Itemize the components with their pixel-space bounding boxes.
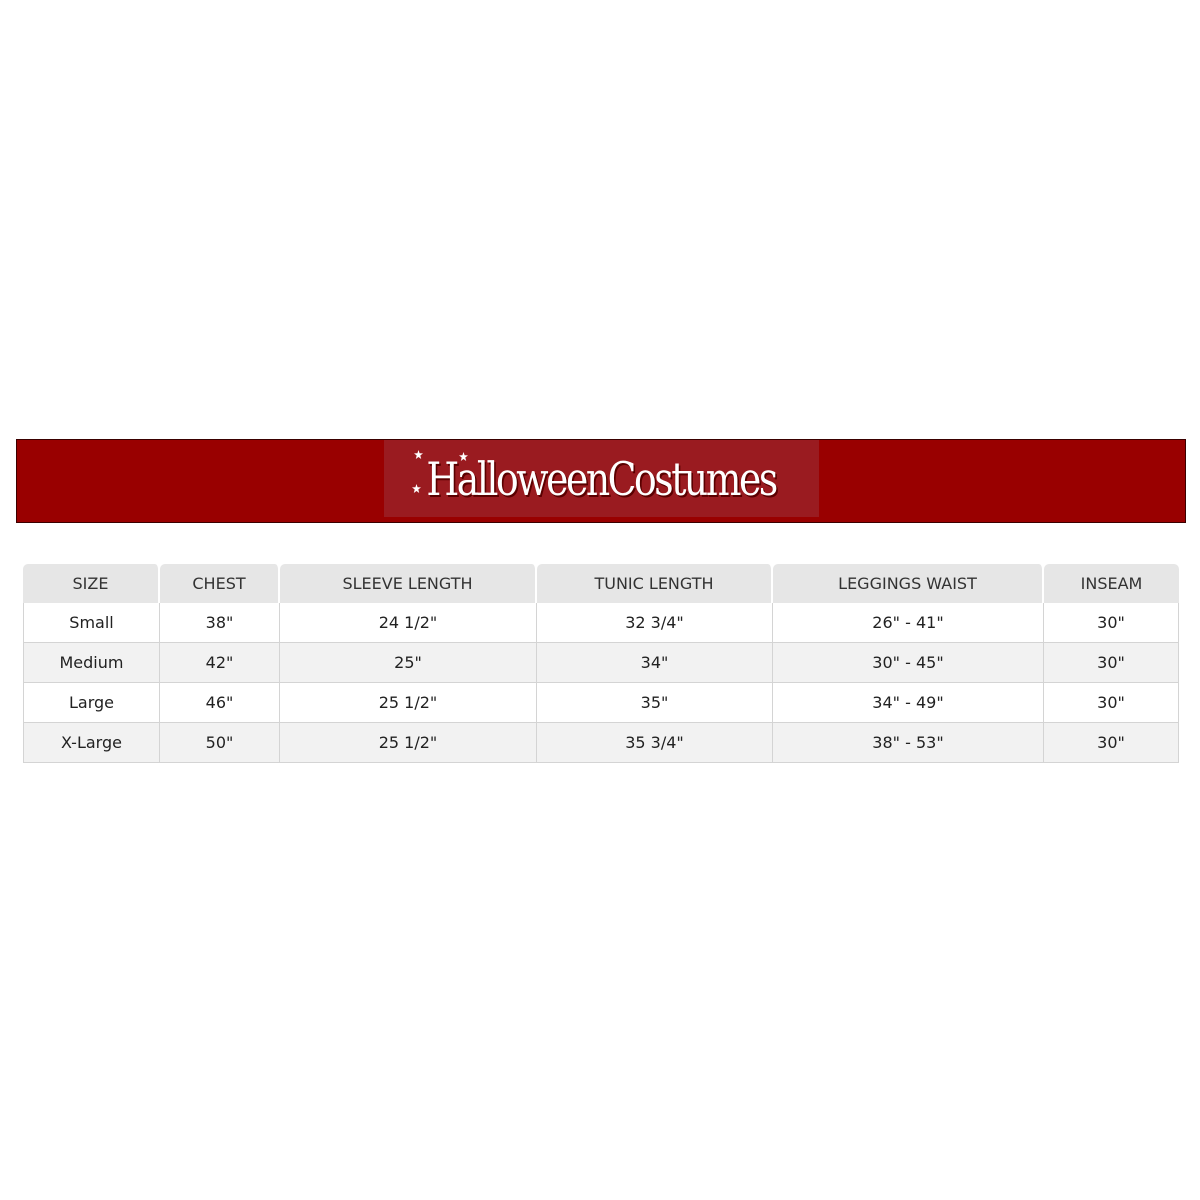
table-cell: 46" xyxy=(160,683,280,723)
brand-banner: HalloweenCostumes xyxy=(16,439,1186,523)
table-row: Medium 42" 25" 34" 30" - 45" 30" xyxy=(23,643,1179,683)
column-header: TUNIC LENGTH xyxy=(537,564,773,603)
star-icon xyxy=(459,452,468,461)
table-cell: 50" xyxy=(160,723,280,763)
table-cell: 30" xyxy=(1044,643,1179,683)
brand-logo: HalloweenCostumes xyxy=(384,440,819,517)
column-header: CHEST xyxy=(160,564,280,603)
size-chart-table: SIZE CHEST SLEEVE LENGTH TUNIC LENGTH LEGGIN… xyxy=(23,564,1179,763)
table-cell: 30" - 45" xyxy=(773,643,1044,683)
table-cell: 25 1/2" xyxy=(280,683,537,723)
header-row: SIZE CHEST SLEEVE LENGTH TUNIC LENGTH LEGGIN… xyxy=(23,564,1179,603)
table-row: Small 38" 24 1/2" 32 3/4" 26" - 41" 30" xyxy=(23,603,1179,643)
table-cell: 32 3/4" xyxy=(537,603,773,643)
table-cell: 42" xyxy=(160,643,280,683)
table-cell: 30" xyxy=(1044,683,1179,723)
logo-text: HalloweenCostumes xyxy=(426,451,779,506)
table-cell: 35 3/4" xyxy=(537,723,773,763)
star-icon xyxy=(414,450,423,459)
table-cell: Large xyxy=(23,683,160,723)
table-cell: 38" xyxy=(160,603,280,643)
table-cell: X-Large xyxy=(23,723,160,763)
column-header: SIZE xyxy=(23,564,160,603)
table-row: X-Large 50" 25 1/2" 35 3/4" 38" - 53" 30" xyxy=(23,723,1179,763)
star-icon xyxy=(412,484,421,493)
table-cell: 34" xyxy=(537,643,773,683)
table-cell: 38" - 53" xyxy=(773,723,1044,763)
table-cell: 24 1/2" xyxy=(280,603,537,643)
table-body: Small 38" 24 1/2" 32 3/4" 26" - 41" 30" Medium… xyxy=(23,603,1179,763)
column-header: SLEEVE LENGTH xyxy=(280,564,537,603)
table-cell: 30" xyxy=(1044,603,1179,643)
table-row: Large 46" 25 1/2" 35" 34" - 49" 30" xyxy=(23,683,1179,723)
table-cell: 26" - 41" xyxy=(773,603,1044,643)
table-cell: 25 1/2" xyxy=(280,723,537,763)
table-cell: Medium xyxy=(23,643,160,683)
column-header: INSEAM xyxy=(1044,564,1179,603)
table-cell: Small xyxy=(23,603,160,643)
table-cell: 25" xyxy=(280,643,537,683)
table-cell: 30" xyxy=(1044,723,1179,763)
column-header: LEGGINGS WAIST xyxy=(773,564,1044,603)
table-cell: 35" xyxy=(537,683,773,723)
table-cell: 34" - 49" xyxy=(773,683,1044,723)
